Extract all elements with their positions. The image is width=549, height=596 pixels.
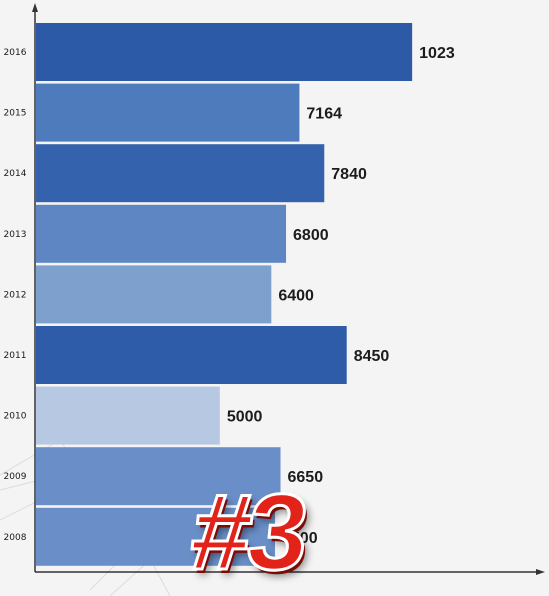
value-label-2011: 8450	[354, 348, 390, 365]
bar-2008	[36, 507, 275, 566]
y-tick-label-2015: 2015	[4, 109, 27, 119]
y-tick-label-2011: 2011	[4, 351, 27, 361]
labels-group: 2016 1023 2015 7164 2014 7840 2013 6800 2012 6400…	[4, 45, 455, 547]
value-label-2008: 6500	[282, 530, 318, 547]
value-label-2013: 6800	[293, 227, 329, 244]
bar-2014	[36, 144, 325, 203]
watermark-line	[0, 499, 41, 521]
bar-2009	[36, 447, 281, 506]
value-label-2016: 1023	[419, 45, 455, 62]
y-tick-label-2012: 2012	[4, 290, 27, 300]
y-tick-label-2016: 2016	[4, 48, 27, 58]
bar-2013	[36, 204, 287, 263]
value-label-2010: 5000	[227, 409, 263, 426]
y-tick-label-2010: 2010	[4, 412, 27, 422]
bar-2016	[36, 23, 413, 81]
y-axis-arrow	[32, 3, 38, 12]
value-label-2012: 6400	[278, 287, 314, 304]
rank-badge: #3	[184, 470, 312, 594]
bars-group	[36, 23, 413, 566]
axes	[32, 3, 545, 575]
watermark-line	[109, 559, 151, 596]
y-tick-label-2014: 2014	[4, 169, 27, 179]
bar-2010	[36, 386, 220, 445]
x-axis-arrow	[536, 569, 545, 575]
bar-2012	[36, 265, 272, 324]
value-label-2014: 7840	[331, 166, 367, 183]
value-label-2009: 6650	[288, 469, 324, 486]
y-tick-label-2013: 2013	[4, 230, 27, 240]
y-tick-label-2009: 2009	[4, 472, 27, 482]
bar-2015	[36, 83, 300, 142]
y-tick-label-2008: 2008	[4, 533, 27, 543]
watermark-line	[0, 439, 61, 476]
bar-2011	[36, 326, 347, 384]
value-label-2015: 7164	[306, 106, 342, 123]
